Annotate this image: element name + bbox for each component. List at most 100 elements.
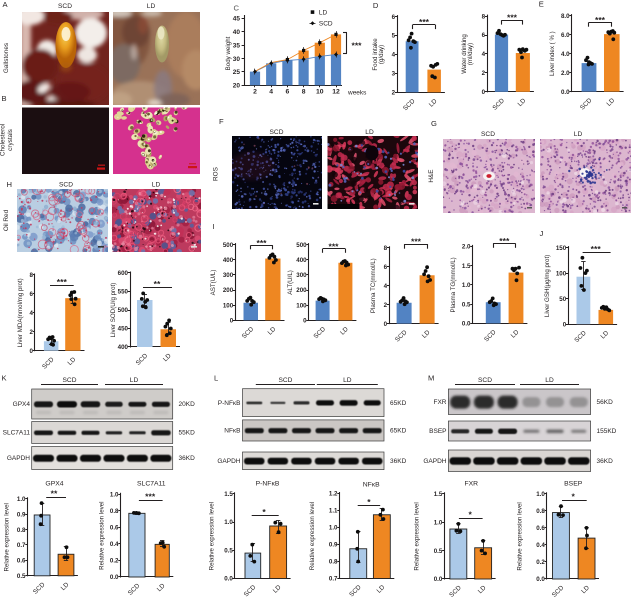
svg-text:36KD: 36KD [179,455,196,462]
svg-text:LD: LD [152,182,161,189]
svg-text:0.5: 0.5 [17,573,26,580]
svg-text:*: * [262,507,266,517]
svg-text:LD: LD [339,325,350,336]
svg-text:SLC7A11: SLC7A11 [3,430,31,437]
svg-text:Liver GSH(μg/mg prot): Liver GSH(μg/mg prot) [544,255,551,317]
svg-text:(ml/day): (ml/day) [467,43,474,65]
svg-text:8: 8 [302,89,306,96]
svg-text:400: 400 [223,257,234,264]
svg-text:ROS: ROS [213,167,220,181]
svg-text:20: 20 [233,83,241,90]
svg-text:6: 6 [482,32,486,39]
svg-text:4.0: 4.0 [561,51,570,58]
svg-text:6: 6 [30,291,34,298]
svg-text:6.0: 6.0 [561,32,570,39]
svg-text:4: 4 [392,52,396,59]
svg-text:*: * [469,510,473,520]
svg-text:LD: LD [156,582,167,593]
svg-text:1.0: 1.0 [17,496,26,503]
svg-text:150: 150 [556,245,567,252]
svg-text:1.0: 1.0 [462,282,471,289]
svg-text:2: 2 [384,302,388,309]
svg-text:5: 5 [392,33,396,40]
svg-text:0: 0 [30,348,34,355]
svg-text:M: M [428,374,434,383]
svg-text:P-NFκB: P-NFκB [256,480,280,487]
svg-text:*: * [572,492,576,502]
svg-text:0.0: 0.0 [462,321,471,328]
svg-text:45: 45 [233,16,241,23]
svg-text:B: B [2,94,7,103]
svg-text:***: *** [328,241,339,251]
svg-text:0.0: 0.0 [434,576,443,583]
svg-text:0.9: 0.9 [329,542,338,549]
svg-text:1.0: 1.0 [110,492,119,499]
svg-text:35: 35 [233,42,241,49]
svg-text:65KD: 65KD [390,400,407,407]
svg-text:4: 4 [269,89,273,96]
svg-text:*: * [367,497,371,507]
svg-text:8: 8 [30,272,34,279]
svg-text:LD: LD [130,377,139,384]
svg-text:300: 300 [296,272,307,279]
svg-text:LD: LD [477,584,488,595]
svg-text:NFκB: NFκB [224,428,240,435]
svg-text:LD: LD [60,581,71,592]
svg-text:GAPDH: GAPDH [7,455,30,462]
svg-text:K: K [2,374,7,383]
svg-text:3: 3 [392,71,396,78]
svg-text:0.6: 0.6 [110,525,119,532]
svg-text:2.0: 2.0 [561,70,570,77]
svg-text:crystals: crystals [7,129,14,151]
svg-text:2: 2 [482,70,486,77]
svg-text:100: 100 [296,302,307,309]
svg-text:weeks: weeks [347,89,367,96]
svg-text:50: 50 [559,296,566,303]
svg-text:(g/day): (g/day) [378,45,385,64]
svg-text:LD: LD [67,356,78,367]
svg-text:Liver index ( % ): Liver index ( % ) [549,31,556,76]
svg-text:0.7: 0.7 [329,576,338,583]
svg-text:SLC7A11: SLC7A11 [137,480,166,487]
svg-text:LD: LD [421,329,432,340]
svg-text:500: 500 [223,242,234,249]
svg-text:400: 400 [296,257,307,264]
svg-text:FXR: FXR [464,480,478,487]
svg-text:8.0: 8.0 [561,13,570,20]
svg-text:500: 500 [296,242,307,249]
svg-text:SCD: SCD [58,3,72,10]
svg-text:SCD: SCD [59,182,73,189]
svg-text:LD: LD [605,97,616,108]
svg-text:L: L [214,374,218,383]
svg-text:1.5: 1.5 [224,491,233,498]
svg-text:400: 400 [118,344,129,351]
svg-text:450: 450 [118,326,129,333]
svg-text:LD: LD [517,97,528,108]
svg-text:LD: LD [599,329,610,340]
svg-text:LD: LD [319,10,328,17]
svg-text:40: 40 [233,29,241,36]
svg-text:A: A [3,0,9,9]
svg-text:2: 2 [253,89,257,96]
svg-text:0.0: 0.0 [536,576,545,583]
svg-text:0.6: 0.6 [17,558,26,565]
svg-text:0.2: 0.2 [536,559,545,566]
svg-text:LD: LD [365,129,374,136]
svg-text:***: *** [419,17,430,27]
svg-text:H: H [7,180,12,189]
svg-text:0: 0 [482,89,486,96]
svg-text:C: C [234,4,240,13]
svg-text:8: 8 [482,13,486,20]
svg-text:56KD: 56KD [597,399,614,406]
svg-text:Relative expression level: Relative expression level [309,502,316,570]
svg-text:P-NFκB: P-NFκB [218,400,241,407]
svg-text:Plasma TC(mmol/L): Plasma TC(mmol/L) [370,258,377,313]
svg-text:0.0: 0.0 [561,89,570,96]
svg-text:Gallstones: Gallstones [3,43,10,73]
svg-text:36KD: 36KD [597,458,614,465]
svg-text:6: 6 [392,14,396,21]
svg-text:30: 30 [233,56,241,63]
svg-text:0.6: 0.6 [536,525,545,532]
svg-text:100: 100 [556,270,567,277]
svg-text:***: *** [145,491,156,501]
